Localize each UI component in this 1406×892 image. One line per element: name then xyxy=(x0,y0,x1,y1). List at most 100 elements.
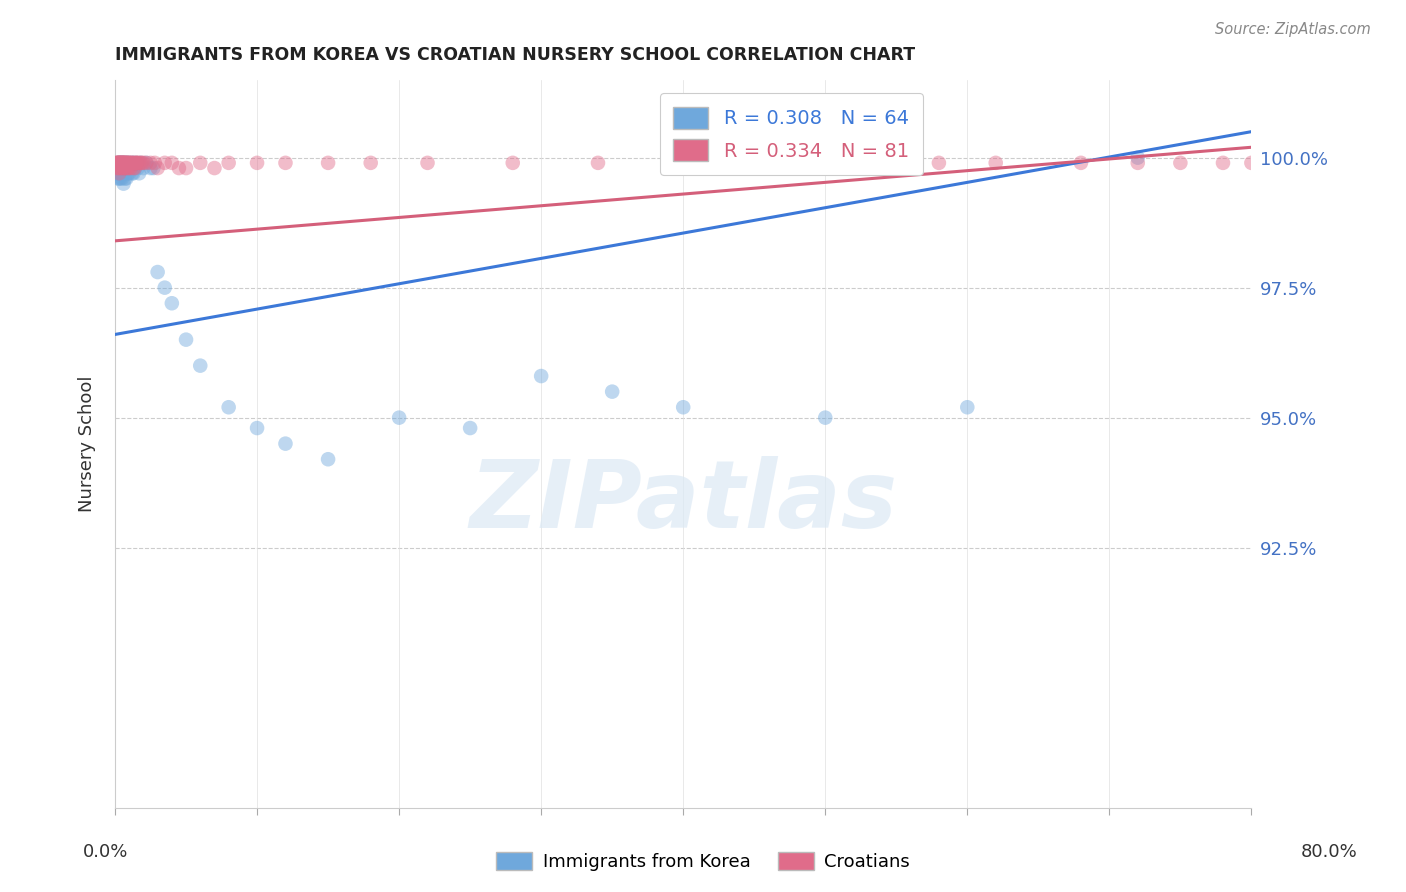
Point xyxy=(188,359,211,373)
Point xyxy=(984,156,1007,170)
Point xyxy=(117,166,139,180)
Text: Source: ZipAtlas.com: Source: ZipAtlas.com xyxy=(1215,22,1371,37)
Point xyxy=(502,156,524,170)
Point xyxy=(122,166,145,180)
Point xyxy=(120,156,142,170)
Point xyxy=(132,161,155,175)
Point xyxy=(110,161,132,175)
Point xyxy=(458,421,481,435)
Point xyxy=(124,156,146,170)
Point xyxy=(600,384,623,399)
Point xyxy=(118,166,141,180)
Point xyxy=(956,401,979,415)
Point xyxy=(110,171,132,186)
Point xyxy=(114,156,136,170)
Point xyxy=(124,161,146,175)
Point xyxy=(107,161,129,175)
Point xyxy=(125,156,148,170)
Point xyxy=(360,156,382,170)
Point xyxy=(146,161,169,175)
Point xyxy=(127,156,149,170)
Point xyxy=(115,161,138,175)
Point xyxy=(132,156,155,170)
Point xyxy=(118,156,141,170)
Point xyxy=(1070,156,1092,170)
Point xyxy=(122,156,145,170)
Point xyxy=(110,161,132,175)
Point xyxy=(112,156,135,170)
Point xyxy=(1212,156,1234,170)
Point xyxy=(111,156,134,170)
Point xyxy=(129,156,152,170)
Point xyxy=(388,410,411,425)
Point xyxy=(274,436,297,450)
Point xyxy=(105,161,128,175)
Point xyxy=(108,161,131,175)
Point xyxy=(153,280,176,294)
Point xyxy=(118,161,141,175)
Point xyxy=(416,156,439,170)
Point xyxy=(672,156,695,170)
Point xyxy=(110,156,132,170)
Text: 0.0%: 0.0% xyxy=(83,843,128,861)
Point xyxy=(129,156,152,170)
Point xyxy=(105,156,128,170)
Point xyxy=(108,156,131,170)
Point xyxy=(108,156,131,170)
Point xyxy=(112,177,135,191)
Point xyxy=(108,156,131,170)
Point xyxy=(107,156,129,170)
Point xyxy=(121,156,143,170)
Point xyxy=(105,156,128,170)
Legend: Immigrants from Korea, Croatians: Immigrants from Korea, Croatians xyxy=(488,845,918,879)
Point xyxy=(111,156,134,170)
Point xyxy=(108,171,131,186)
Point xyxy=(112,156,135,170)
Point xyxy=(146,265,169,279)
Point xyxy=(316,156,339,170)
Point xyxy=(112,156,135,170)
Point xyxy=(112,161,135,175)
Point xyxy=(115,156,138,170)
Point xyxy=(316,452,339,467)
Point xyxy=(1126,151,1149,165)
Point xyxy=(188,156,211,170)
Text: ZIPatlas: ZIPatlas xyxy=(470,456,897,548)
Point xyxy=(128,166,150,180)
Point xyxy=(114,156,136,170)
Point xyxy=(111,171,134,186)
Point xyxy=(108,161,131,175)
Point xyxy=(218,401,240,415)
Point xyxy=(758,156,780,170)
Point xyxy=(174,333,197,347)
Point xyxy=(1126,156,1149,170)
Point xyxy=(928,156,950,170)
Text: IMMIGRANTS FROM KOREA VS CROATIAN NURSERY SCHOOL CORRELATION CHART: IMMIGRANTS FROM KOREA VS CROATIAN NURSER… xyxy=(115,46,915,64)
Point xyxy=(122,161,145,175)
Point xyxy=(111,161,134,175)
Point xyxy=(246,421,269,435)
Point xyxy=(107,156,129,170)
Point xyxy=(117,161,139,175)
Point xyxy=(111,156,134,170)
Point xyxy=(107,156,129,170)
Point xyxy=(128,156,150,170)
Text: 80.0%: 80.0% xyxy=(1301,843,1357,861)
Point xyxy=(204,161,226,175)
Point xyxy=(1240,156,1263,170)
Point xyxy=(112,161,135,175)
Point xyxy=(139,156,162,170)
Point xyxy=(115,171,138,186)
Point xyxy=(120,161,142,175)
Y-axis label: Nursery School: Nursery School xyxy=(79,376,96,512)
Point xyxy=(586,156,609,170)
Point xyxy=(122,156,145,170)
Point xyxy=(530,369,553,384)
Point xyxy=(110,156,132,170)
Point xyxy=(125,156,148,170)
Point xyxy=(105,161,128,175)
Point xyxy=(218,156,240,170)
Point xyxy=(114,156,136,170)
Point xyxy=(114,171,136,186)
Point xyxy=(143,156,166,170)
